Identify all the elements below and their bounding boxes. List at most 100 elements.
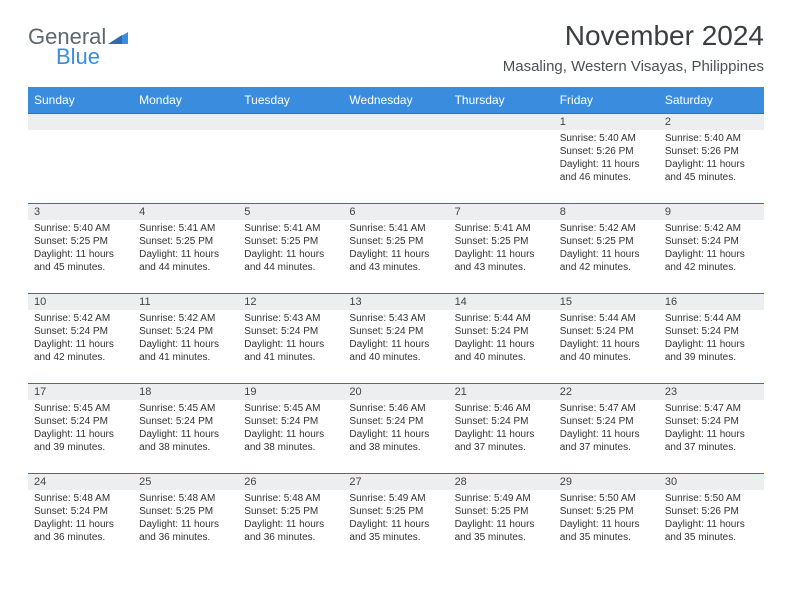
sunrise-text: Sunrise: 5:49 AM bbox=[349, 492, 442, 505]
sunset-text: Sunset: 5:24 PM bbox=[455, 325, 548, 338]
daylight-text: Daylight: 11 hours and 44 minutes. bbox=[139, 248, 232, 274]
calendar-cell: 7Sunrise: 5:41 AMSunset: 5:25 PMDaylight… bbox=[449, 203, 554, 293]
daylight-text: Daylight: 11 hours and 36 minutes. bbox=[139, 518, 232, 544]
day-info: Sunrise: 5:45 AMSunset: 5:24 PMDaylight:… bbox=[238, 400, 343, 458]
logo-text: General Blue bbox=[28, 26, 128, 68]
day-info: Sunrise: 5:42 AMSunset: 5:24 PMDaylight:… bbox=[659, 220, 764, 278]
day-number: 4 bbox=[133, 203, 238, 220]
daylight-text: Daylight: 11 hours and 35 minutes. bbox=[665, 518, 758, 544]
logo-word-blue: Blue bbox=[56, 46, 128, 68]
sunset-text: Sunset: 5:24 PM bbox=[34, 415, 127, 428]
calendar-row: 3Sunrise: 5:40 AMSunset: 5:25 PMDaylight… bbox=[28, 203, 764, 293]
daylight-text: Daylight: 11 hours and 38 minutes. bbox=[349, 428, 442, 454]
daylight-text: Daylight: 11 hours and 46 minutes. bbox=[560, 158, 653, 184]
logo-triangle-icon bbox=[108, 24, 128, 49]
day-number bbox=[449, 113, 554, 130]
calendar-cell: 13Sunrise: 5:43 AMSunset: 5:24 PMDayligh… bbox=[343, 293, 448, 383]
sunrise-text: Sunrise: 5:46 AM bbox=[455, 402, 548, 415]
sunrise-text: Sunrise: 5:42 AM bbox=[139, 312, 232, 325]
sunrise-text: Sunrise: 5:48 AM bbox=[34, 492, 127, 505]
sunrise-text: Sunrise: 5:48 AM bbox=[139, 492, 232, 505]
calendar-cell: 14Sunrise: 5:44 AMSunset: 5:24 PMDayligh… bbox=[449, 293, 554, 383]
day-number: 25 bbox=[133, 473, 238, 490]
dow-sunday: Sunday bbox=[28, 87, 133, 113]
daylight-text: Daylight: 11 hours and 37 minutes. bbox=[560, 428, 653, 454]
day-number bbox=[133, 113, 238, 130]
day-info: Sunrise: 5:45 AMSunset: 5:24 PMDaylight:… bbox=[28, 400, 133, 458]
day-info: Sunrise: 5:41 AMSunset: 5:25 PMDaylight:… bbox=[238, 220, 343, 278]
day-number bbox=[238, 113, 343, 130]
daylight-text: Daylight: 11 hours and 36 minutes. bbox=[34, 518, 127, 544]
sunrise-text: Sunrise: 5:41 AM bbox=[244, 222, 337, 235]
day-info: Sunrise: 5:49 AMSunset: 5:25 PMDaylight:… bbox=[449, 490, 554, 548]
daylight-text: Daylight: 11 hours and 36 minutes. bbox=[244, 518, 337, 544]
daylight-text: Daylight: 11 hours and 42 minutes. bbox=[560, 248, 653, 274]
sunset-text: Sunset: 5:26 PM bbox=[665, 505, 758, 518]
calendar-cell: 29Sunrise: 5:50 AMSunset: 5:25 PMDayligh… bbox=[554, 473, 659, 563]
calendar-cell: 2Sunrise: 5:40 AMSunset: 5:26 PMDaylight… bbox=[659, 113, 764, 203]
day-info: Sunrise: 5:42 AMSunset: 5:24 PMDaylight:… bbox=[133, 310, 238, 368]
sunrise-text: Sunrise: 5:47 AM bbox=[560, 402, 653, 415]
title-block: November 2024 Masaling, Western Visayas,… bbox=[503, 20, 764, 75]
calendar-cell bbox=[343, 113, 448, 203]
day-info: Sunrise: 5:49 AMSunset: 5:25 PMDaylight:… bbox=[343, 490, 448, 548]
logo: General Blue bbox=[28, 20, 128, 68]
day-info: Sunrise: 5:40 AMSunset: 5:26 PMDaylight:… bbox=[659, 130, 764, 188]
day-info: Sunrise: 5:50 AMSunset: 5:25 PMDaylight:… bbox=[554, 490, 659, 548]
sunset-text: Sunset: 5:24 PM bbox=[560, 325, 653, 338]
calendar-cell bbox=[133, 113, 238, 203]
sunset-text: Sunset: 5:24 PM bbox=[34, 505, 127, 518]
sunrise-text: Sunrise: 5:45 AM bbox=[34, 402, 127, 415]
day-number: 2 bbox=[659, 113, 764, 130]
daylight-text: Daylight: 11 hours and 35 minutes. bbox=[560, 518, 653, 544]
day-info: Sunrise: 5:40 AMSunset: 5:26 PMDaylight:… bbox=[554, 130, 659, 188]
dow-friday: Friday bbox=[554, 87, 659, 113]
day-number: 28 bbox=[449, 473, 554, 490]
sunset-text: Sunset: 5:24 PM bbox=[665, 325, 758, 338]
day-number: 6 bbox=[343, 203, 448, 220]
sunset-text: Sunset: 5:24 PM bbox=[139, 415, 232, 428]
sunset-text: Sunset: 5:26 PM bbox=[560, 145, 653, 158]
day-info: Sunrise: 5:44 AMSunset: 5:24 PMDaylight:… bbox=[554, 310, 659, 368]
day-number: 10 bbox=[28, 293, 133, 310]
dow-saturday: Saturday bbox=[659, 87, 764, 113]
calendar-cell: 18Sunrise: 5:45 AMSunset: 5:24 PMDayligh… bbox=[133, 383, 238, 473]
calendar-cell: 28Sunrise: 5:49 AMSunset: 5:25 PMDayligh… bbox=[449, 473, 554, 563]
calendar-cell bbox=[238, 113, 343, 203]
day-number: 15 bbox=[554, 293, 659, 310]
sunset-text: Sunset: 5:24 PM bbox=[244, 325, 337, 338]
daylight-text: Daylight: 11 hours and 40 minutes. bbox=[349, 338, 442, 364]
daylight-text: Daylight: 11 hours and 45 minutes. bbox=[665, 158, 758, 184]
day-info: Sunrise: 5:42 AMSunset: 5:24 PMDaylight:… bbox=[28, 310, 133, 368]
day-number: 13 bbox=[343, 293, 448, 310]
calendar-cell: 19Sunrise: 5:45 AMSunset: 5:24 PMDayligh… bbox=[238, 383, 343, 473]
daylight-text: Daylight: 11 hours and 38 minutes. bbox=[139, 428, 232, 454]
calendar-cell: 15Sunrise: 5:44 AMSunset: 5:24 PMDayligh… bbox=[554, 293, 659, 383]
day-number: 1 bbox=[554, 113, 659, 130]
day-info: Sunrise: 5:46 AMSunset: 5:24 PMDaylight:… bbox=[449, 400, 554, 458]
calendar-cell: 23Sunrise: 5:47 AMSunset: 5:24 PMDayligh… bbox=[659, 383, 764, 473]
day-info: Sunrise: 5:50 AMSunset: 5:26 PMDaylight:… bbox=[659, 490, 764, 548]
calendar-cell: 27Sunrise: 5:49 AMSunset: 5:25 PMDayligh… bbox=[343, 473, 448, 563]
daylight-text: Daylight: 11 hours and 44 minutes. bbox=[244, 248, 337, 274]
sunset-text: Sunset: 5:25 PM bbox=[139, 235, 232, 248]
calendar-row: 24Sunrise: 5:48 AMSunset: 5:24 PMDayligh… bbox=[28, 473, 764, 563]
day-number: 5 bbox=[238, 203, 343, 220]
sunrise-text: Sunrise: 5:41 AM bbox=[349, 222, 442, 235]
calendar-cell bbox=[28, 113, 133, 203]
day-number: 3 bbox=[28, 203, 133, 220]
day-number: 17 bbox=[28, 383, 133, 400]
sunrise-text: Sunrise: 5:44 AM bbox=[455, 312, 548, 325]
sunset-text: Sunset: 5:24 PM bbox=[139, 325, 232, 338]
sunset-text: Sunset: 5:26 PM bbox=[665, 145, 758, 158]
day-info: Sunrise: 5:41 AMSunset: 5:25 PMDaylight:… bbox=[449, 220, 554, 278]
sunset-text: Sunset: 5:24 PM bbox=[455, 415, 548, 428]
calendar-cell: 9Sunrise: 5:42 AMSunset: 5:24 PMDaylight… bbox=[659, 203, 764, 293]
dow-wednesday: Wednesday bbox=[343, 87, 448, 113]
day-number: 14 bbox=[449, 293, 554, 310]
sunrise-text: Sunrise: 5:50 AM bbox=[665, 492, 758, 505]
calendar-cell: 21Sunrise: 5:46 AMSunset: 5:24 PMDayligh… bbox=[449, 383, 554, 473]
sunset-text: Sunset: 5:25 PM bbox=[244, 505, 337, 518]
daylight-text: Daylight: 11 hours and 35 minutes. bbox=[349, 518, 442, 544]
day-info: Sunrise: 5:41 AMSunset: 5:25 PMDaylight:… bbox=[343, 220, 448, 278]
